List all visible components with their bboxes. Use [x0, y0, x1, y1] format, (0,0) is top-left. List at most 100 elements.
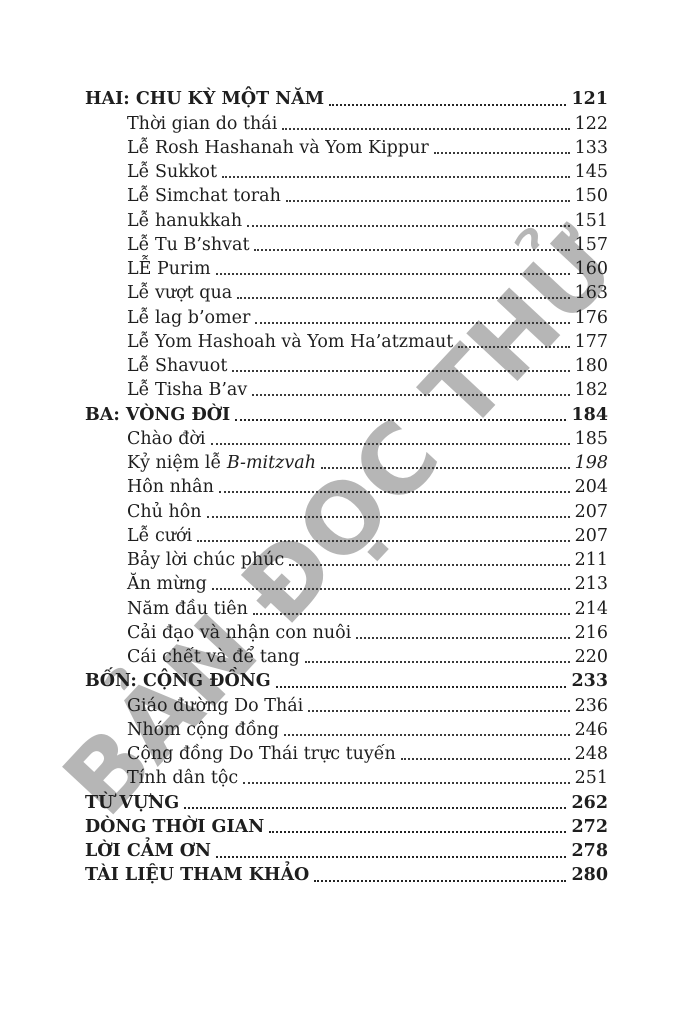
toc-row: LỄ Purim 160: [85, 255, 608, 279]
dotted-leader: [304, 661, 570, 663]
toc-entry-page: 185: [574, 428, 608, 449]
toc-entry-page: 151: [574, 210, 608, 231]
toc-entry-label: DÒNG THỜI GIAN: [85, 816, 265, 837]
toc-row: Lễ Tisha B’av 182: [85, 376, 608, 400]
dotted-leader: [284, 733, 570, 736]
dotted-leader: [232, 370, 570, 372]
toc-entry-label: Lễ Shavuot: [127, 356, 228, 376]
dotted-leader: [314, 879, 567, 882]
dotted-leader: [243, 782, 570, 785]
toc-entry-label: Lễ Tisha B’av: [127, 380, 248, 401]
toc-row: Lễ Simchat torah 150: [85, 182, 608, 206]
toc-entry-page: 145: [574, 162, 608, 182]
toc-entry-label: LỜI CẢM ƠN: [85, 841, 212, 861]
toc-entry-label: Cải đạo và nhận con nuôi: [127, 622, 352, 643]
dotted-leader: [237, 297, 570, 300]
toc-row: Ăn mừng 213: [85, 570, 608, 594]
toc-entry-page: 121: [571, 89, 608, 110]
toc-row: Cải đạo và nhận con nuôi 216: [85, 619, 608, 643]
toc-entry-label: Năm đầu tiên: [127, 598, 248, 619]
dotted-leader: [184, 807, 567, 809]
toc-row: TỪ VỰNG 262: [85, 788, 608, 813]
toc-row: Giáo đường Do Thái 236: [85, 691, 608, 716]
dotted-leader: [215, 273, 570, 275]
dotted-leader: [329, 103, 567, 106]
toc-entry-page: 176: [574, 307, 608, 328]
toc-entry-page: 157: [574, 234, 608, 255]
toc-entry-label: LỄ Purim: [127, 259, 211, 279]
toc-entry-page: 204: [574, 477, 608, 498]
toc-entry-page: 160: [574, 259, 608, 279]
toc-entry-label: Ăn mừng: [127, 574, 207, 595]
dotted-leader: [211, 588, 570, 591]
toc-row: DÒNG THỜI GIAN 272: [85, 813, 608, 837]
toc-row: Hôn nhân 204: [85, 473, 608, 497]
toc-row: BA: VÒNG ĐỜI 184: [85, 400, 608, 425]
toc-entry-page: 182: [574, 380, 608, 401]
dotted-leader: [308, 709, 570, 712]
toc-entry-page: 180: [574, 356, 608, 376]
toc-row: Bảy lời chúc phúc 211: [85, 546, 608, 570]
toc-entry-label: Nhóm cộng đồng: [127, 719, 280, 740]
toc-entry-page: 150: [574, 186, 608, 207]
toc-row: Lễ lag b’omer 176: [85, 303, 608, 328]
toc-entry-label: Lễ Sukkot: [127, 162, 217, 182]
dotted-leader: [216, 855, 567, 858]
toc-row: Nhóm cộng đồng 246: [85, 716, 608, 740]
toc-list: HAI: CHU KỲ MỘT NĂM 121 Thời gian do thá…: [85, 85, 608, 885]
toc-entry-label: HAI: CHU KỲ MỘT NĂM: [85, 89, 325, 110]
toc-entry-page: 220: [574, 647, 608, 667]
toc-entry-page: 280: [571, 865, 608, 886]
dotted-leader: [400, 758, 570, 760]
toc-entry-label: Lễ Simchat torah: [127, 186, 281, 207]
dotted-leader: [235, 419, 567, 421]
toc-entry-label: Kỷ niệm lễ B-mitzvah: [127, 453, 316, 473]
toc-entry-page: 122: [574, 113, 608, 134]
toc-row: Lễ cưới 207: [85, 522, 608, 546]
toc-row: Năm đầu tiên 214: [85, 594, 608, 619]
toc-entry-label: Lễ Yom Hashoah và Yom Ha’atzmaut: [127, 331, 454, 352]
toc-entry-page: 207: [574, 501, 608, 522]
dotted-leader: [247, 224, 570, 227]
dotted-leader: [275, 685, 567, 688]
dotted-leader: [210, 442, 570, 445]
dotted-leader: [252, 612, 570, 615]
toc-row: Cộng đồng Do Thái trực tuyến 248: [85, 740, 608, 764]
dotted-leader: [282, 127, 570, 130]
toc-row: BỐN: CỘNG ĐỒNG 233: [85, 667, 608, 691]
dotted-leader: [255, 321, 570, 324]
toc-entry-page: 251: [574, 768, 608, 789]
toc-entry-page: 248: [574, 744, 608, 764]
toc-entry-page: 233: [571, 671, 608, 692]
toc-row: Lễ hanukkah 151: [85, 206, 608, 231]
toc-entry-page: 184: [571, 404, 608, 425]
toc-row: Thời gian do thái 122: [85, 109, 608, 134]
toc-entry-page: 211: [574, 550, 608, 570]
toc-entry-label: TÀI LIỆU THAM KHẢO: [85, 865, 310, 886]
toc-entry-label: Chào đời: [127, 428, 206, 449]
dotted-leader: [222, 176, 570, 178]
toc-row: Lễ Shavuot 180: [85, 352, 608, 376]
dotted-leader: [254, 248, 570, 251]
dotted-leader: [433, 151, 570, 154]
toc-row: TÀI LIỆU THAM KHẢO 280: [85, 861, 608, 885]
toc-entry-label: TỪ VỰNG: [85, 792, 180, 813]
toc-entry-page: 262: [571, 792, 608, 813]
toc-entry-label: Lễ cưới: [127, 525, 193, 546]
toc-row: Kỷ niệm lễ B-mitzvah 198: [85, 449, 608, 473]
toc-entry-label: Lễ Tu B’shvat: [127, 234, 250, 255]
toc-entry-label: Lễ lag b’omer: [127, 307, 251, 328]
toc-row: Chủ hôn 207: [85, 497, 608, 522]
toc-entry-page: 236: [574, 695, 608, 716]
dotted-leader: [197, 539, 570, 542]
toc-entry-page: 213: [574, 574, 608, 595]
toc-entry-page: 207: [574, 525, 608, 546]
toc-entry-label: Tính dân tộc: [127, 768, 239, 789]
toc-entry-page: 214: [574, 598, 608, 619]
toc-entry-page: 198: [574, 453, 608, 473]
dotted-leader: [320, 467, 570, 469]
dotted-leader: [206, 515, 570, 518]
toc-entry-label: Cái chết và để tang: [127, 647, 300, 667]
dotted-leader: [289, 564, 570, 566]
toc-row: Tính dân tộc 251: [85, 764, 608, 788]
